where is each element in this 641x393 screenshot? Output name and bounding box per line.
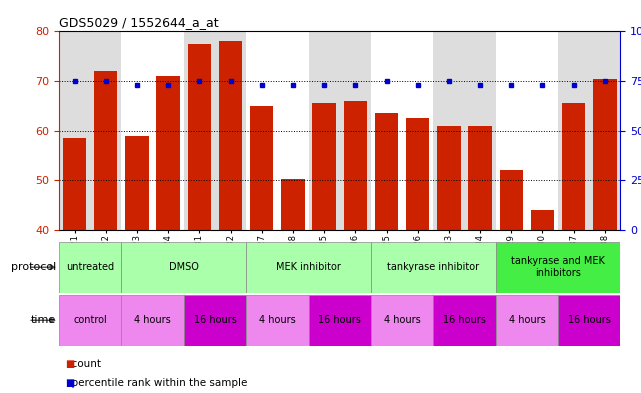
Bar bbox=[184, 31, 215, 230]
Bar bbox=[558, 295, 620, 346]
Text: untreated: untreated bbox=[66, 262, 114, 272]
Bar bbox=[593, 79, 617, 230]
Text: 16 hours: 16 hours bbox=[443, 315, 486, 325]
Bar bbox=[125, 136, 149, 230]
Bar bbox=[90, 31, 121, 230]
Bar bbox=[371, 242, 495, 293]
Text: tankyrase and MEK
inhibitors: tankyrase and MEK inhibitors bbox=[511, 257, 605, 278]
Bar bbox=[250, 106, 274, 230]
Bar bbox=[156, 76, 180, 230]
Text: count: count bbox=[65, 358, 101, 369]
Bar bbox=[246, 295, 308, 346]
Bar bbox=[121, 31, 153, 230]
Text: tankyrase inhibitor: tankyrase inhibitor bbox=[387, 262, 479, 272]
Text: 16 hours: 16 hours bbox=[194, 315, 237, 325]
Bar bbox=[308, 31, 340, 230]
Text: 16 hours: 16 hours bbox=[568, 315, 611, 325]
Bar bbox=[308, 295, 371, 346]
Text: 4 hours: 4 hours bbox=[508, 315, 545, 325]
Bar bbox=[371, 295, 433, 346]
Bar bbox=[188, 44, 211, 230]
Bar bbox=[495, 295, 558, 346]
Text: control: control bbox=[73, 315, 107, 325]
Bar bbox=[495, 242, 620, 293]
Bar bbox=[375, 113, 398, 230]
Bar bbox=[121, 242, 246, 293]
Bar bbox=[499, 170, 523, 230]
Bar bbox=[63, 138, 87, 230]
Text: 4 hours: 4 hours bbox=[134, 315, 171, 325]
Bar bbox=[121, 295, 184, 346]
Bar bbox=[278, 31, 308, 230]
Bar bbox=[59, 242, 121, 293]
Bar bbox=[312, 103, 336, 230]
Text: percentile rank within the sample: percentile rank within the sample bbox=[65, 378, 248, 388]
Bar bbox=[527, 31, 558, 230]
Bar bbox=[465, 31, 495, 230]
Bar bbox=[402, 31, 433, 230]
Bar bbox=[589, 31, 620, 230]
Bar bbox=[184, 295, 246, 346]
Bar bbox=[281, 179, 304, 230]
Bar bbox=[437, 126, 461, 230]
Bar bbox=[495, 31, 527, 230]
Bar bbox=[246, 31, 278, 230]
Bar bbox=[558, 31, 589, 230]
Text: 16 hours: 16 hours bbox=[319, 315, 361, 325]
Bar bbox=[531, 210, 554, 230]
Bar bbox=[406, 118, 429, 230]
Text: 4 hours: 4 hours bbox=[259, 315, 296, 325]
Text: ■: ■ bbox=[65, 358, 74, 369]
Bar bbox=[469, 126, 492, 230]
Bar bbox=[246, 242, 371, 293]
Text: protocol: protocol bbox=[10, 262, 56, 272]
Text: GDS5029 / 1552644_a_at: GDS5029 / 1552644_a_at bbox=[59, 17, 219, 29]
Bar bbox=[344, 101, 367, 230]
Bar bbox=[433, 31, 465, 230]
Bar bbox=[215, 31, 246, 230]
Text: MEK inhibitor: MEK inhibitor bbox=[276, 262, 341, 272]
Text: time: time bbox=[31, 315, 56, 325]
Bar bbox=[562, 103, 585, 230]
Bar bbox=[371, 31, 402, 230]
Bar bbox=[153, 31, 184, 230]
Text: 4 hours: 4 hours bbox=[384, 315, 420, 325]
Bar bbox=[59, 295, 121, 346]
Bar bbox=[59, 31, 90, 230]
Text: ■: ■ bbox=[65, 378, 74, 388]
Bar bbox=[94, 71, 117, 230]
Text: DMSO: DMSO bbox=[169, 262, 199, 272]
Bar bbox=[433, 295, 495, 346]
Bar bbox=[219, 41, 242, 230]
Bar bbox=[340, 31, 371, 230]
